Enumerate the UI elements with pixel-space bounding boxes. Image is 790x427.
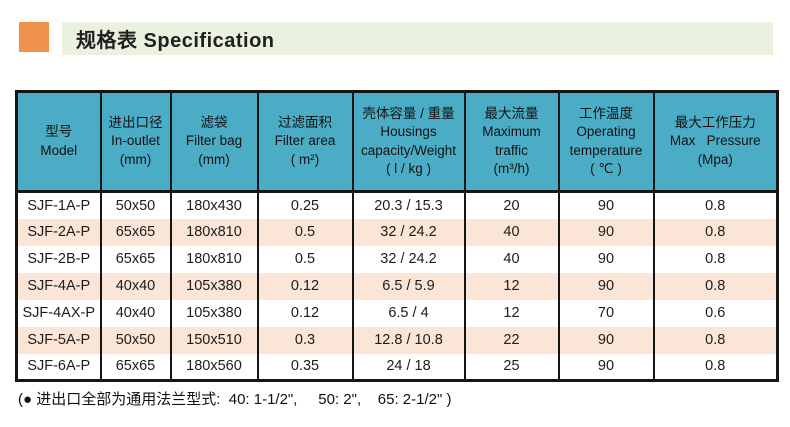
table-cell: 40x40 bbox=[99, 299, 172, 327]
title-accent-square bbox=[19, 22, 49, 52]
table-cell: 70 bbox=[557, 299, 655, 327]
table-row: SJF-4AX-P 40x40 105x380 0.12 6.5 / 4 12 … bbox=[15, 299, 779, 327]
table-cell: 65x65 bbox=[99, 245, 172, 273]
table-cell: 0.8 bbox=[652, 218, 779, 246]
title-strip: 规格表 Specification bbox=[62, 22, 773, 55]
table-cell: 90 bbox=[557, 191, 655, 219]
table-cell: 180x560 bbox=[169, 353, 259, 381]
table-cell: 40x40 bbox=[99, 272, 172, 300]
table-cell: 0.5 bbox=[256, 245, 354, 273]
table-cell: 20.3 / 15.3 bbox=[351, 191, 466, 219]
table-cell: 12.8 / 10.8 bbox=[351, 326, 466, 354]
table-cell: 0.8 bbox=[652, 191, 779, 219]
table-row: SJF-2A-P 65x65 180x810 0.5 32 / 24.2 40 … bbox=[15, 218, 779, 246]
table-row: SJF-1A-P 50x50 180x430 0.25 20.3 / 15.3 … bbox=[15, 191, 779, 219]
specification-table-wrap: 型号 Model 进出口径 In-outlet (mm) 滤袋 Filter b… bbox=[15, 90, 779, 382]
column-header-filter-bag: 滤袋 Filter bag (mm) bbox=[169, 90, 259, 193]
table-row: SJF-2B-P 65x65 180x810 0.5 32 / 24.2 40 … bbox=[15, 245, 779, 273]
table-cell: 0.25 bbox=[256, 191, 354, 219]
table-row: SJF-5A-P 50x50 150x510 0.3 12.8 / 10.8 2… bbox=[15, 326, 779, 354]
table-cell: 90 bbox=[557, 353, 655, 381]
page-title: 规格表 Specification bbox=[76, 30, 275, 52]
table-row: SJF-6A-P 65x65 180x560 0.35 24 / 18 25 9… bbox=[15, 353, 779, 381]
table-cell: 0.5 bbox=[256, 218, 354, 246]
table-cell: 90 bbox=[557, 272, 655, 300]
column-header-filter-area: 过滤面积 Filter area ( m²) bbox=[256, 90, 354, 193]
table-cell: SJF-4AX-P bbox=[15, 299, 102, 327]
table-cell: 22 bbox=[463, 326, 560, 354]
table-cell: 6.5 / 5.9 bbox=[351, 272, 466, 300]
specification-table: 型号 Model 进出口径 In-outlet (mm) 滤袋 Filter b… bbox=[15, 90, 779, 382]
table-cell: 90 bbox=[557, 326, 655, 354]
column-header-operating-temp: 工作温度 Operating temperature ( ℃ ) bbox=[557, 90, 655, 193]
table-cell: 40 bbox=[463, 245, 560, 273]
table-cell: 32 / 24.2 bbox=[351, 218, 466, 246]
column-header-max-pressure: 最大工作压力 Max Pressure (Mpa) bbox=[652, 90, 779, 193]
table-cell: 12 bbox=[463, 272, 560, 300]
table-row: SJF-4A-P 40x40 105x380 0.12 6.5 / 5.9 12… bbox=[15, 272, 779, 300]
table-cell: 0.35 bbox=[256, 353, 354, 381]
table-cell: 0.8 bbox=[652, 272, 779, 300]
table-cell: 105x380 bbox=[169, 272, 259, 300]
column-header-model: 型号 Model bbox=[15, 90, 102, 193]
table-cell: SJF-4A-P bbox=[15, 272, 102, 300]
table-cell: 90 bbox=[557, 245, 655, 273]
table-cell: SJF-5A-P bbox=[15, 326, 102, 354]
table-cell: 0.12 bbox=[256, 272, 354, 300]
table-cell: 0.6 bbox=[652, 299, 779, 327]
table-cell: 50x50 bbox=[99, 191, 172, 219]
table-cell: 180x810 bbox=[169, 218, 259, 246]
table-cell: 105x380 bbox=[169, 299, 259, 327]
table-cell: 50x50 bbox=[99, 326, 172, 354]
table-cell: 65x65 bbox=[99, 218, 172, 246]
table-cell: 32 / 24.2 bbox=[351, 245, 466, 273]
header-row: 型号 Model 进出口径 In-outlet (mm) 滤袋 Filter b… bbox=[15, 90, 779, 193]
table-cell: 12 bbox=[463, 299, 560, 327]
table-cell: SJF-6A-P bbox=[15, 353, 102, 381]
table-cell: 90 bbox=[557, 218, 655, 246]
table-cell: SJF-1A-P bbox=[15, 191, 102, 219]
table-cell: SJF-2B-P bbox=[15, 245, 102, 273]
table-cell: 40 bbox=[463, 218, 560, 246]
table-cell: 150x510 bbox=[169, 326, 259, 354]
flange-type-footnote: (● 进出口全部为通用法兰型式: 40: 1-1/2", 50: 2", 65:… bbox=[18, 391, 452, 408]
table-cell: 0.8 bbox=[652, 353, 779, 381]
column-header-housing-capacity: 壳体容量 / 重量 Housings capacity/Weight ( l /… bbox=[351, 90, 466, 193]
table-cell: 6.5 / 4 bbox=[351, 299, 466, 327]
column-header-in-outlet: 进出口径 In-outlet (mm) bbox=[99, 90, 172, 193]
table-cell: 0.8 bbox=[652, 326, 779, 354]
table-cell: 180x430 bbox=[169, 191, 259, 219]
column-header-max-traffic: 最大流量 Maximum traffic (m³/h) bbox=[463, 90, 560, 193]
table-cell: 0.12 bbox=[256, 299, 354, 327]
table-cell: 180x810 bbox=[169, 245, 259, 273]
table-cell: 0.3 bbox=[256, 326, 354, 354]
table-cell: 0.8 bbox=[652, 245, 779, 273]
table-cell: 24 / 18 bbox=[351, 353, 466, 381]
table-cell: SJF-2A-P bbox=[15, 218, 102, 246]
table-cell: 65x65 bbox=[99, 353, 172, 381]
table-cell: 20 bbox=[463, 191, 560, 219]
table-cell: 25 bbox=[463, 353, 560, 381]
